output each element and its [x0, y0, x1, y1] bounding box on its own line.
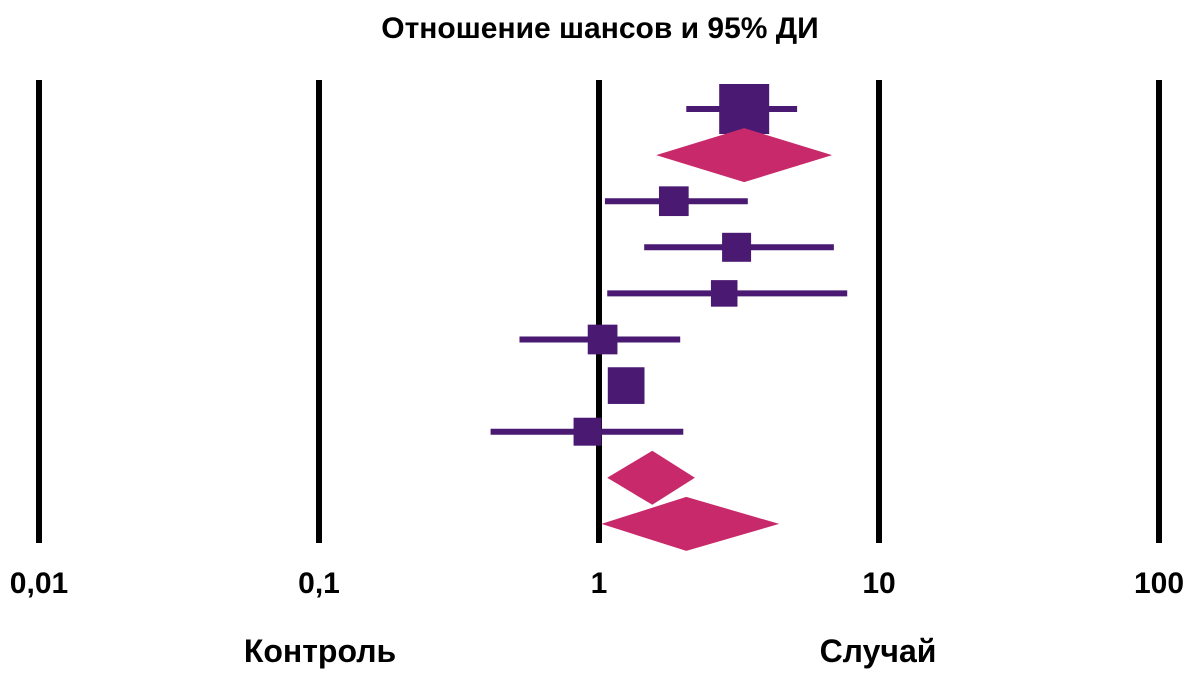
x-tick-label-0: 0,01 [10, 567, 68, 600]
pooled-diamond-1 [656, 128, 833, 183]
estimate-marker-4 [710, 280, 738, 307]
estimate-marker-6 [607, 367, 645, 404]
x-tick-label-2: 1 [591, 567, 608, 600]
x-axis-tick-labels: 0,01 0,1 1 10 100 [10, 567, 1184, 600]
left-side-label: Контроль [244, 633, 396, 669]
x-tick-label-1: 0,1 [298, 567, 340, 600]
estimate-marker-5 [587, 324, 618, 355]
chart-title: Отношение шансов и 95% ДИ [381, 12, 818, 45]
plot-marks [490, 84, 848, 551]
x-tick-label-4: 100 [1134, 567, 1184, 600]
gridlines [36, 80, 1162, 543]
estimate-marker-3 [722, 232, 752, 262]
estimate-marker-7 [573, 417, 602, 446]
pooled-diamond-9 [601, 496, 780, 551]
estimate-marker-2 [658, 186, 689, 217]
pooled-diamond-8 [607, 450, 695, 505]
right-side-label: Случай [820, 633, 937, 669]
x-tick-label-3: 10 [862, 567, 895, 600]
estimate-marker-0 [719, 84, 770, 134]
